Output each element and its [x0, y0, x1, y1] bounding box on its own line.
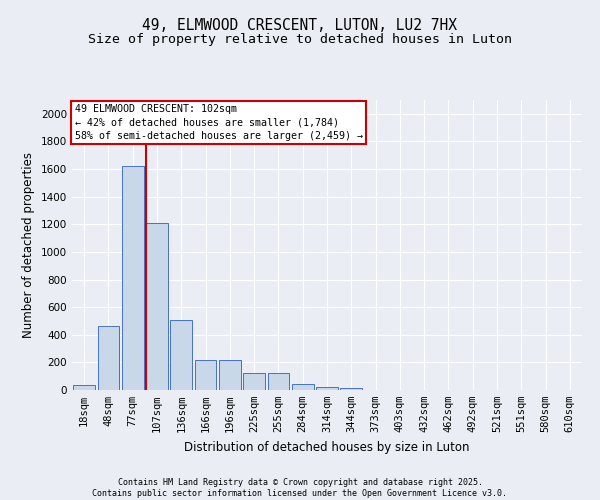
Bar — [243, 372, 265, 390]
Text: 49, ELMWOOD CRESCENT, LUTON, LU2 7HX: 49, ELMWOOD CRESCENT, LUTON, LU2 7HX — [143, 18, 458, 32]
Bar — [146, 223, 168, 390]
Bar — [97, 326, 119, 390]
Text: Contains HM Land Registry data © Crown copyright and database right 2025.
Contai: Contains HM Land Registry data © Crown c… — [92, 478, 508, 498]
Bar — [194, 360, 217, 390]
Bar — [219, 360, 241, 390]
Bar — [316, 386, 338, 390]
Bar — [268, 372, 289, 390]
Text: 49 ELMWOOD CRESCENT: 102sqm
← 42% of detached houses are smaller (1,784)
58% of : 49 ELMWOOD CRESCENT: 102sqm ← 42% of det… — [74, 104, 362, 141]
Bar — [340, 388, 362, 390]
Bar — [292, 384, 314, 390]
Text: Size of property relative to detached houses in Luton: Size of property relative to detached ho… — [88, 32, 512, 46]
Bar — [122, 166, 143, 390]
Bar — [170, 320, 192, 390]
Bar — [73, 385, 95, 390]
X-axis label: Distribution of detached houses by size in Luton: Distribution of detached houses by size … — [184, 440, 470, 454]
Y-axis label: Number of detached properties: Number of detached properties — [22, 152, 35, 338]
